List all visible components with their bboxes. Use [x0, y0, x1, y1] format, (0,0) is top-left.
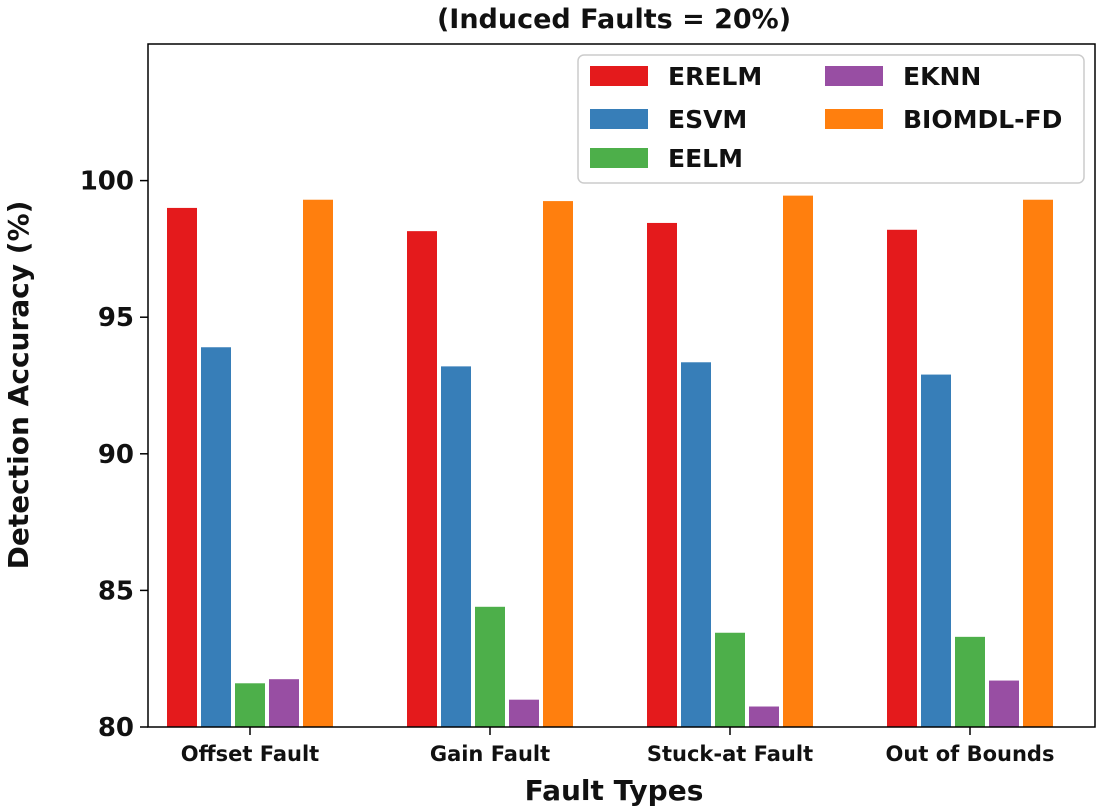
legend-swatch-eelm [590, 148, 648, 168]
y-axis: 80 85 90 95 100 [80, 167, 148, 743]
legend-label-erelm: ERELM [668, 62, 762, 91]
y-tick-label: 80 [98, 713, 134, 743]
bar-erelm-0 [167, 207, 197, 728]
y-tick-label: 100 [80, 167, 134, 197]
bar-esvm-1 [441, 366, 471, 727]
y-axis-title: Detection Accuracy (%) [2, 201, 35, 570]
bar-biomdl-fd-0 [303, 199, 333, 727]
bar-eelm-3 [955, 636, 985, 727]
bars-group [167, 195, 1053, 728]
x-tick-label: Gain Fault [430, 742, 550, 766]
bar-eelm-1 [475, 606, 505, 727]
chart-title: (Induced Faults = 20%) [437, 4, 791, 35]
legend: ERELM ESVM EELM EKNN BIOMDL-FD [577, 54, 1085, 184]
legend-label-eknn: EKNN [903, 62, 981, 91]
bar-eknn-3 [989, 680, 1019, 727]
bar-esvm-0 [201, 347, 231, 727]
bar-biomdl-fd-3 [1023, 199, 1053, 727]
x-tick-label: Stuck-at Fault [647, 742, 813, 766]
y-tick-label: 90 [98, 440, 134, 470]
legend-label-biomdl-fd: BIOMDL-FD [903, 105, 1062, 134]
bar-erelm-3 [887, 229, 917, 727]
x-axis: Offset Fault Gain Fault Stuck-at Fault Out … [181, 727, 1055, 766]
legend-swatch-biomdl-fd [825, 109, 883, 129]
bar-eknn-0 [269, 679, 299, 727]
bar-eknn-2 [749, 706, 779, 727]
legend-swatch-esvm [590, 109, 648, 129]
bar-esvm-3 [921, 374, 951, 727]
bar-eknn-1 [509, 699, 539, 727]
bar-eelm-0 [235, 683, 265, 727]
y-tick-label: 85 [98, 576, 134, 606]
legend-swatch-eknn [825, 66, 883, 86]
plot-frame [147, 43, 1096, 728]
bar-erelm-2 [647, 222, 677, 728]
y-tick-label: 95 [98, 303, 134, 333]
legend-label-esvm: ESVM [668, 105, 747, 134]
x-tick-label: Out of Bounds [886, 742, 1055, 766]
bar-erelm-1 [407, 231, 437, 727]
x-axis-title: Fault Types [525, 774, 704, 807]
bar-biomdl-fd-2 [783, 195, 813, 728]
bar-esvm-2 [681, 362, 711, 727]
bar-eelm-2 [715, 632, 745, 727]
x-tick-label: Offset Fault [181, 742, 319, 766]
legend-swatch-erelm [590, 66, 648, 86]
legend-label-eelm: EELM [668, 144, 743, 173]
bar-biomdl-fd-1 [543, 201, 573, 728]
